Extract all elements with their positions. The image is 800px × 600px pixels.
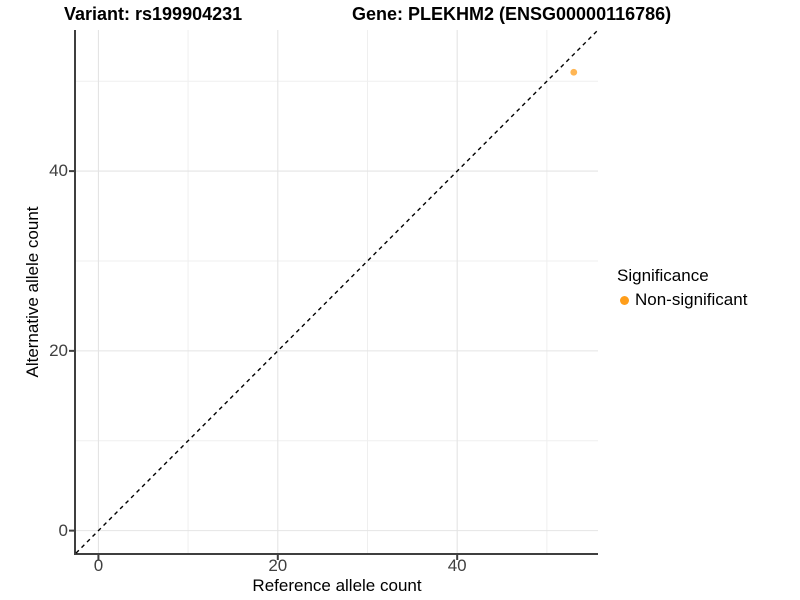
y-axis-title: Alternative allele count: [23, 206, 42, 378]
legend-key-circle-icon: [620, 295, 629, 305]
plot-title-gene: Gene: PLEKHM2 (ENSG00000116786): [352, 4, 672, 24]
plot-title-variant: Variant: rs199904231: [64, 4, 243, 24]
data-point: [570, 68, 578, 76]
x-tick-label: 40: [447, 556, 467, 575]
y-tick-label: 0: [58, 520, 68, 540]
x-tick-label: 20: [268, 556, 288, 575]
legend-entries: Non-significant: [615, 290, 747, 310]
x-tick-label: 0: [93, 556, 104, 575]
x-axis-title: Reference allele count: [252, 576, 422, 595]
y-tick-label: 20: [49, 340, 68, 360]
legend-entry: Non-significant: [615, 290, 747, 310]
legend-title: Significance: [617, 266, 709, 285]
y-tick-label: 40: [49, 161, 68, 181]
legend-entry-label: Non-significant: [635, 290, 748, 309]
legend: Significance Non-significant: [615, 266, 747, 310]
identity-dashed-line: [75, 29, 599, 554]
